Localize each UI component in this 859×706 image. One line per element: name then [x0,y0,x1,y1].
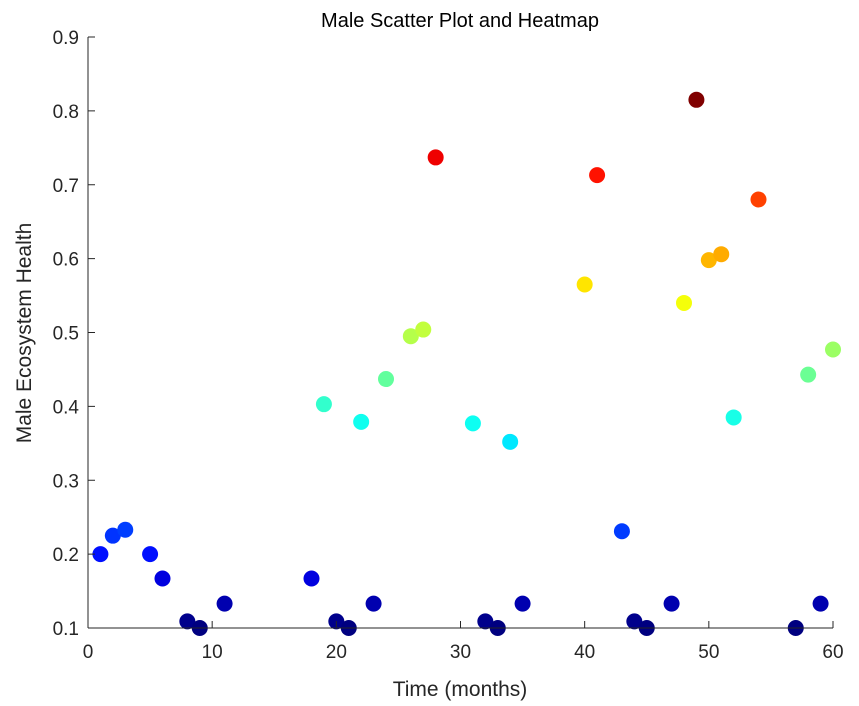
x-ticks: 0 10 20 30 40 50 60 [83,621,844,663]
x-tick-label: 50 [698,642,719,663]
y-ticks: 0.1 0.2 0.3 0.4 0.5 0.6 0.7 0.8 0.9 [53,28,95,640]
chart-title: Male Scatter Plot and Heatmap [321,10,599,32]
data-point-18 [427,149,444,166]
data-point-20 [477,613,494,630]
points-layer [92,91,841,636]
data-point-9 [303,570,320,587]
x-tick-label: 40 [574,642,595,663]
y-axis-label: Male Ecosystem Health [13,223,36,444]
data-point-34 [725,409,742,426]
y-tick-label: 0.1 [53,619,79,640]
data-point-22 [502,433,519,450]
data-point-13 [353,413,370,430]
data-point-10 [315,396,332,413]
data-point-19 [464,415,481,432]
data-point-37 [800,366,817,383]
data-point-32 [700,252,717,269]
data-point-16 [402,328,419,345]
data-point-24 [576,276,593,293]
data-point-38 [812,595,829,612]
x-tick-label: 60 [822,642,843,663]
y-tick-label: 0.8 [53,102,79,123]
data-point-15 [378,371,394,388]
y-tick-label: 0.2 [53,545,79,566]
y-tick-label: 0.5 [53,324,79,345]
data-point-29 [663,595,680,612]
y-tick-label: 0.6 [53,250,79,271]
data-point-1 [92,546,109,563]
x-tick-label: 0 [83,642,94,663]
y-tick-label: 0.9 [53,28,79,49]
y-tick-label: 0.7 [53,176,79,197]
data-point-27 [626,613,643,630]
y-tick-label: 0.4 [53,397,80,418]
data-point-23 [514,595,531,612]
x-tick-label: 10 [202,642,223,663]
x-tick-label: 30 [450,642,471,663]
data-point-35 [750,191,767,208]
x-axis-label: Time (months) [393,678,528,701]
data-point-8 [216,595,233,612]
data-point-30 [676,294,692,311]
data-point-2 [104,527,121,544]
data-point-6 [179,613,196,630]
data-point-26 [613,523,630,540]
data-point-3 [117,521,134,538]
data-point-25 [589,167,606,184]
data-point-5 [154,570,171,587]
data-point-39 [825,341,841,358]
data-point-4 [142,546,159,563]
data-point-17 [415,321,432,338]
data-point-14 [365,595,382,612]
x-tick-label: 20 [326,642,347,663]
data-point-31 [688,91,705,108]
data-point-33 [713,246,730,263]
y-tick-label: 0.3 [53,471,79,492]
